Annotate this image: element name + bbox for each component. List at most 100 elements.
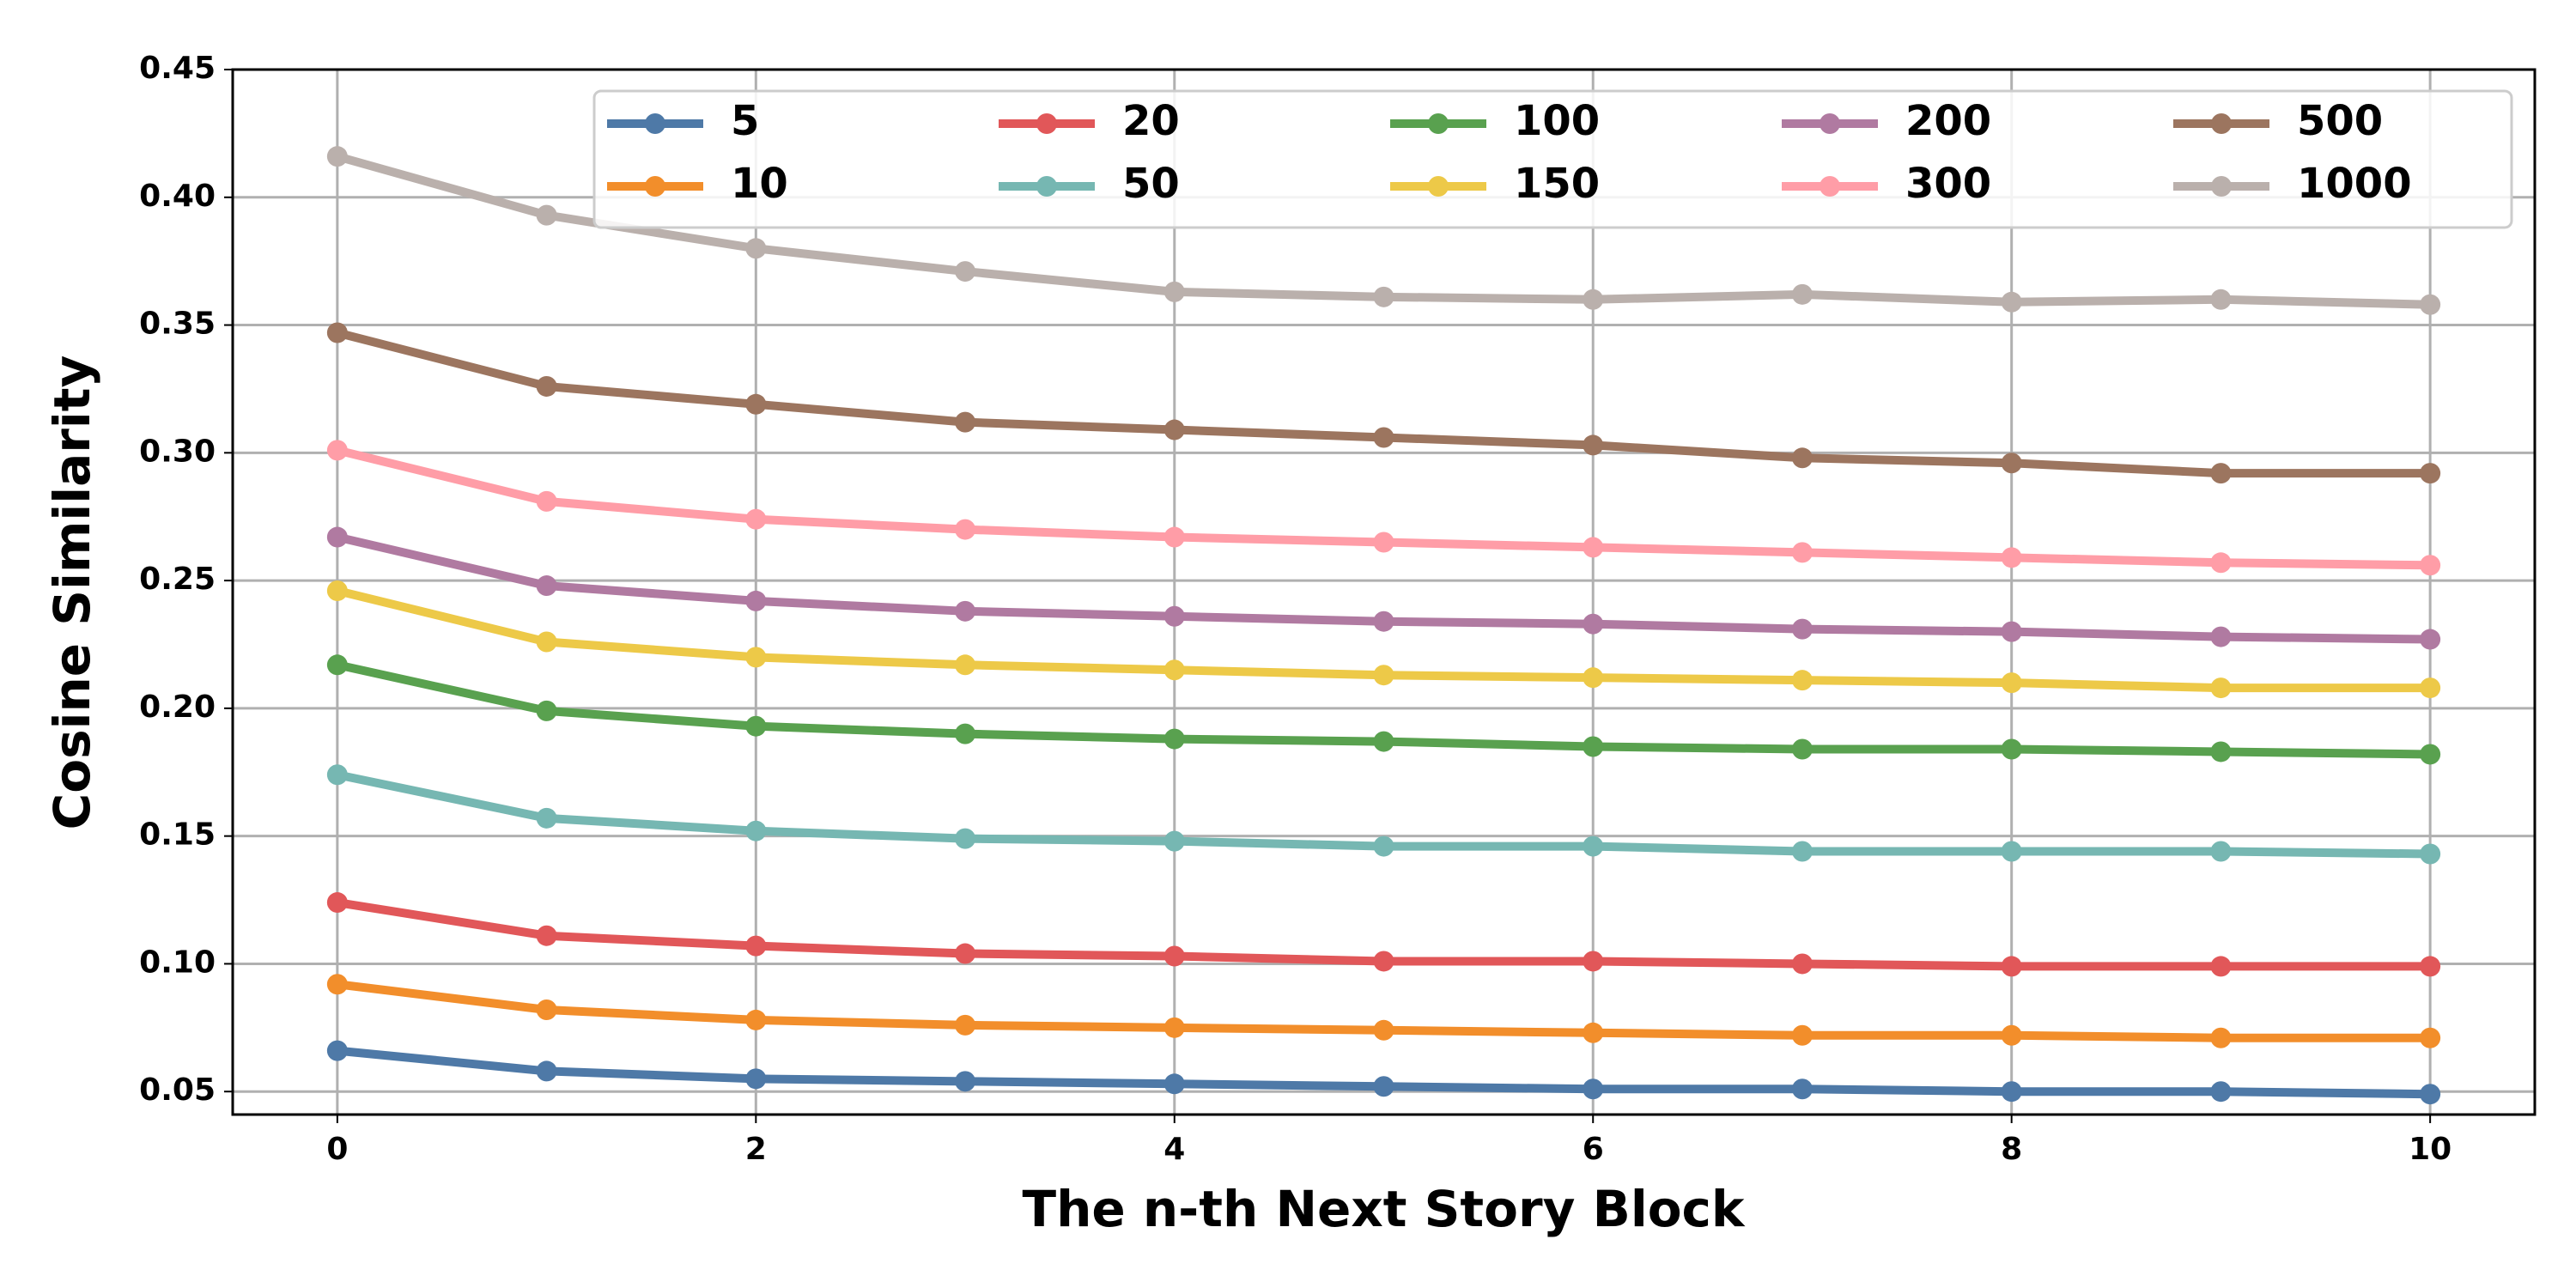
point	[745, 1009, 767, 1030]
point	[1163, 830, 1185, 852]
y-axis-label: Cosine Similarity	[43, 355, 101, 830]
point	[2210, 1081, 2232, 1103]
point	[326, 322, 348, 343]
point	[2001, 956, 2022, 977]
point	[326, 974, 348, 995]
point	[745, 238, 767, 259]
point	[1163, 659, 1185, 681]
point	[1373, 427, 1394, 448]
point	[1583, 951, 1604, 972]
point	[536, 490, 557, 512]
point	[955, 1071, 976, 1092]
point	[536, 204, 557, 226]
legend-marker	[645, 176, 665, 197]
point	[2001, 1024, 2022, 1046]
point	[2420, 956, 2441, 977]
point	[2210, 626, 2232, 647]
legend-marker	[645, 113, 665, 134]
point	[1583, 667, 1604, 689]
point	[2210, 677, 2232, 699]
point	[955, 411, 976, 433]
point	[536, 631, 557, 653]
legend-marker	[1036, 176, 1057, 197]
point	[536, 375, 557, 397]
x-axis-label: The n-th Next Story Block	[1023, 1180, 1746, 1238]
point	[955, 1014, 976, 1036]
point	[326, 146, 348, 167]
point	[1163, 1073, 1185, 1095]
point	[2420, 555, 2441, 576]
legend-label: 500	[2297, 97, 2383, 145]
legend-marker	[1036, 113, 1057, 134]
point	[326, 764, 348, 786]
x-tick-label: 6	[1583, 1132, 1604, 1167]
point	[1163, 419, 1185, 440]
x-tick-label: 4	[1163, 1132, 1185, 1167]
point	[1373, 951, 1394, 972]
legend-marker	[2211, 113, 2232, 134]
point	[536, 807, 557, 829]
y-tick-label: 0.35	[139, 307, 216, 342]
point	[1583, 289, 1604, 310]
point	[326, 580, 348, 602]
point	[1583, 613, 1604, 635]
point	[536, 700, 557, 721]
point	[1791, 542, 1813, 563]
point	[2210, 741, 2232, 762]
legend-marker	[2211, 176, 2232, 197]
y-tick-label: 0.30	[139, 434, 216, 469]
point	[536, 575, 557, 597]
point	[1791, 953, 1813, 975]
point	[2210, 841, 2232, 862]
point	[1373, 731, 1394, 752]
point	[1791, 618, 1813, 640]
point	[2420, 1027, 2441, 1048]
legend-marker	[1820, 176, 1840, 197]
point	[1163, 728, 1185, 750]
point	[1583, 736, 1604, 757]
legend-label: 50	[1122, 160, 1180, 208]
point	[955, 943, 976, 964]
legend-marker	[1428, 113, 1449, 134]
point	[1373, 1076, 1394, 1097]
point	[1791, 447, 1813, 469]
point	[1791, 1078, 1813, 1100]
point	[326, 1040, 348, 1061]
point	[2210, 1027, 2232, 1048]
y-tick-label: 0.40	[139, 179, 216, 214]
point	[1373, 1019, 1394, 1041]
point	[955, 723, 976, 744]
point	[2001, 672, 2022, 694]
point	[326, 654, 348, 676]
y-tick-label: 0.20	[139, 690, 216, 725]
legend-marker	[1820, 113, 1840, 134]
point	[2001, 841, 2022, 862]
point	[2001, 1081, 2022, 1103]
y-tick-label: 0.25	[139, 562, 216, 597]
point	[1163, 526, 1185, 548]
point	[1373, 835, 1394, 857]
point	[745, 935, 767, 957]
point	[1163, 605, 1185, 627]
point	[745, 647, 767, 668]
point	[1163, 1017, 1185, 1038]
y-tick-label: 0.15	[139, 817, 216, 853]
point	[2001, 738, 2022, 760]
legend-label: 20	[1122, 97, 1180, 145]
y-tick-label: 0.45	[139, 51, 216, 86]
point	[955, 600, 976, 622]
point	[1583, 835, 1604, 857]
point	[1791, 841, 1813, 862]
legend-marker	[1428, 176, 1449, 197]
point	[1373, 665, 1394, 686]
x-tick-label: 10	[2409, 1132, 2451, 1167]
x-tick-label: 2	[745, 1132, 767, 1167]
point	[745, 508, 767, 530]
point	[1373, 611, 1394, 632]
legend-label: 1000	[2297, 160, 2412, 208]
point	[2001, 291, 2022, 313]
point	[1583, 1022, 1604, 1043]
point	[2420, 463, 2441, 484]
x-tick-label: 8	[2001, 1132, 2022, 1167]
